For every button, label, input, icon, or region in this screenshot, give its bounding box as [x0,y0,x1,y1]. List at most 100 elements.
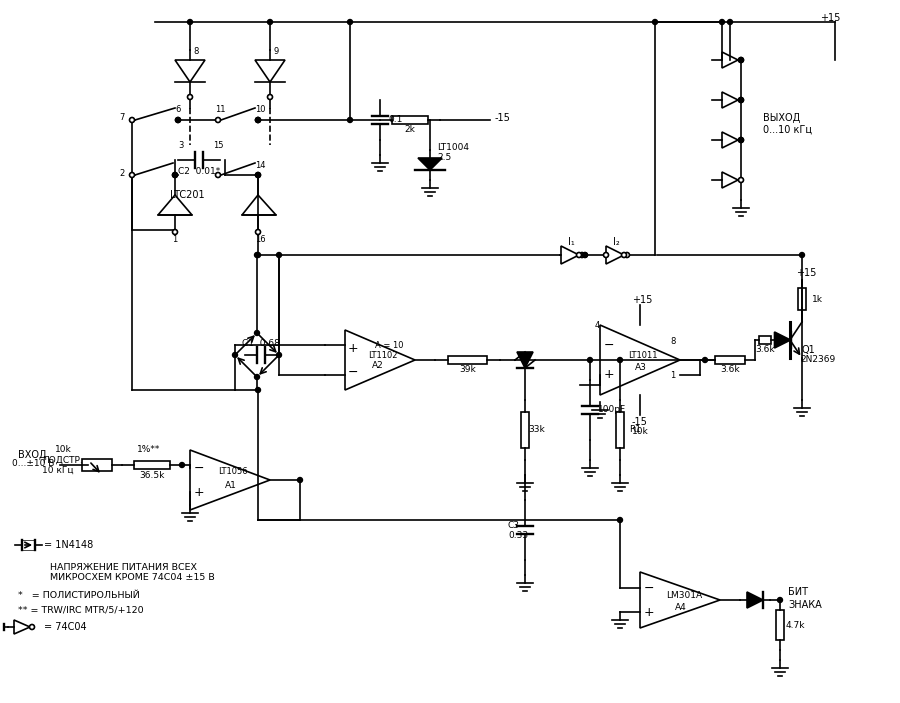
Circle shape [298,477,302,482]
Text: C1  0.68: C1 0.68 [242,339,280,347]
Text: 10: 10 [255,105,266,115]
Text: R1: R1 [629,425,641,434]
Bar [715,356,745,364]
Circle shape [215,117,220,122]
Text: 8: 8 [670,337,675,347]
Text: +: + [604,368,615,382]
Text: +15: +15 [632,295,652,305]
Circle shape [255,330,259,335]
Circle shape [130,117,134,122]
Text: 4: 4 [595,321,600,330]
Text: LT1004: LT1004 [437,143,469,153]
Text: 1%**: 1%** [137,446,160,455]
Text: ВЫХОД: ВЫХОД [763,113,800,123]
Circle shape [347,20,353,25]
Circle shape [347,117,353,122]
Text: 6: 6 [175,105,180,115]
Circle shape [739,98,743,103]
Text: A4: A4 [675,603,687,612]
Text: 39k: 39k [459,366,476,375]
Circle shape [256,172,260,177]
Bar [521,412,529,448]
Text: 3: 3 [178,141,184,150]
Text: 1: 1 [172,236,177,245]
Text: 100pF: 100pF [598,406,626,415]
Circle shape [727,20,733,25]
Text: 16: 16 [255,236,266,245]
Text: 0...±10 В: 0...±10 В [12,458,54,467]
Circle shape [703,358,707,363]
Text: A = 10: A = 10 [375,340,403,349]
Bar [776,610,784,640]
Text: −: − [194,461,204,475]
Circle shape [778,598,782,602]
Text: 0...10 кГц: 0...10 кГц [763,125,812,135]
Circle shape [256,229,260,235]
Circle shape [625,252,629,257]
Text: 4.7k: 4.7k [785,621,805,629]
Circle shape [256,252,260,257]
Text: -15: -15 [632,417,648,427]
Circle shape [256,172,260,177]
Circle shape [617,517,623,522]
Text: I₁: I₁ [568,237,575,247]
Text: ВХОД: ВХОД [18,450,47,460]
Circle shape [739,138,743,143]
Text: 0.33: 0.33 [508,531,528,539]
Circle shape [173,172,177,177]
Text: LM301A: LM301A [666,591,702,600]
Circle shape [739,138,743,143]
Bar [616,412,624,448]
Circle shape [582,252,588,257]
Text: C2  0.01*: C2 0.01* [178,167,220,176]
Text: 14: 14 [255,160,266,169]
Text: 10k: 10k [632,427,649,437]
Circle shape [173,172,177,177]
Circle shape [577,252,581,257]
Text: 8: 8 [193,48,198,56]
Circle shape [739,58,743,63]
Circle shape [588,358,592,363]
Circle shape [256,117,260,122]
Text: I₂: I₂ [613,237,620,247]
Text: ЗНАКА: ЗНАКА [788,600,822,610]
Text: +: + [644,605,654,619]
Circle shape [739,177,743,183]
Text: 9: 9 [273,48,278,56]
Text: 1: 1 [670,370,675,380]
Circle shape [255,375,259,380]
Circle shape [256,117,260,122]
Text: НАПРЯЖЕНИЕ ПИТАНИЯ ВСЕХ: НАПРЯЖЕНИЕ ПИТАНИЯ ВСЕХ [50,562,197,572]
Text: LT1102: LT1102 [368,351,398,359]
Circle shape [256,117,260,122]
Text: LT1056: LT1056 [218,467,248,477]
Text: 3.6k: 3.6k [720,366,740,375]
Circle shape [232,352,238,358]
Text: 36.5k: 36.5k [140,470,165,479]
Circle shape [276,352,282,358]
Circle shape [582,252,588,257]
Text: LTC201: LTC201 [170,190,204,200]
Text: +: + [194,486,204,498]
Text: = 74С04: = 74С04 [44,622,86,632]
Text: ** = TRW/IRC MTR/5/+120: ** = TRW/IRC MTR/5/+120 [18,605,144,614]
Text: +: + [348,342,358,354]
Text: 11: 11 [215,105,226,115]
Text: +15: +15 [820,13,841,23]
Circle shape [255,252,259,257]
Circle shape [130,172,134,177]
Circle shape [604,252,608,257]
Text: A2: A2 [372,361,383,370]
Text: 2k: 2k [405,126,416,134]
Text: 33k: 33k [528,425,545,434]
Circle shape [622,252,626,257]
Text: = 1N4148: = 1N4148 [44,540,94,550]
Circle shape [719,20,724,25]
Text: −: − [644,581,654,595]
Text: ПОДСТР.: ПОДСТР. [42,456,83,465]
Polygon shape [517,352,533,368]
Polygon shape [747,592,763,608]
Text: БИТ: БИТ [788,587,808,597]
Text: 3.6k: 3.6k [755,345,775,354]
Circle shape [187,20,193,25]
